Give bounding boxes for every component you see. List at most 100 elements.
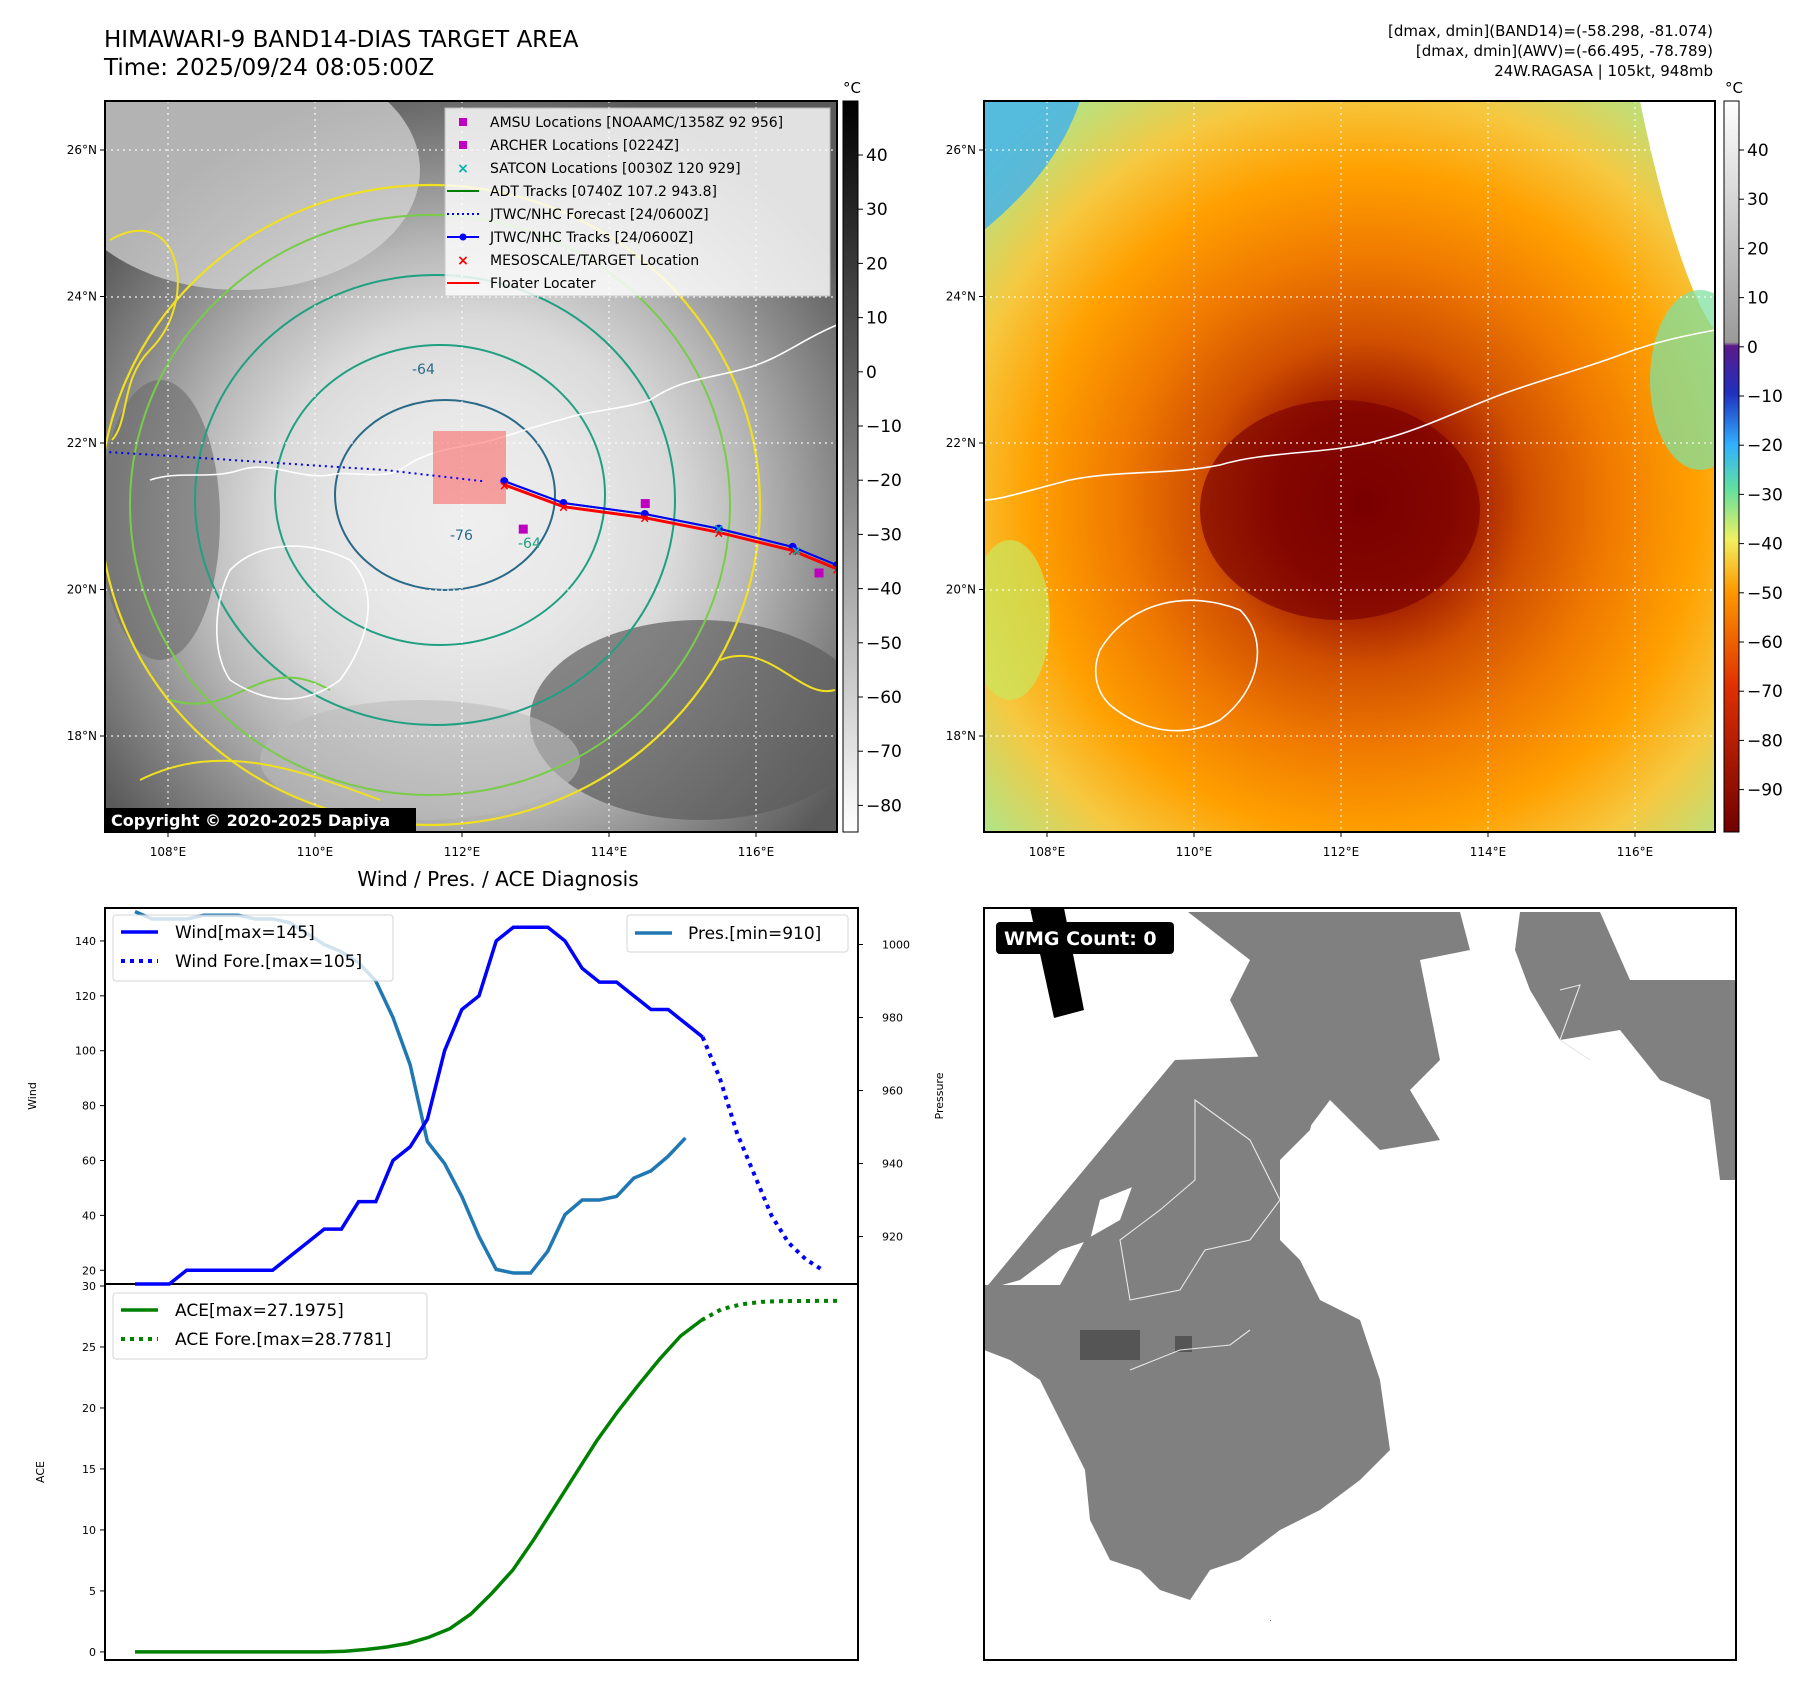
- x-tick-label: 114°E: [591, 845, 628, 859]
- colorbar-tick-label: −40: [866, 580, 902, 600]
- awv-moist-area: [1650, 290, 1715, 470]
- awv-colorbar-ticks: 40 30 20 10 0 −10 −20 −30 −40 −50 −60 −70 −80 −90: [1739, 141, 1783, 801]
- awv-gridlines: [984, 101, 1715, 832]
- target-location-marker: ×: [639, 512, 650, 527]
- contour-label-64: -64: [412, 362, 435, 378]
- colorbar-tick-label: −60: [866, 688, 902, 708]
- y-tick-label: 18°N: [67, 729, 97, 743]
- amsu-point: [640, 499, 650, 509]
- legend-entry-7: Floater Locater: [490, 276, 596, 292]
- contour-ring: [274, 344, 606, 646]
- legend-entry-6: MESOSCALE/TARGET Location: [490, 253, 699, 269]
- legend-entry-0: AMSU Locations [NOAAMC/1358Z 92 956]: [490, 115, 783, 131]
- amsu-point: [518, 524, 528, 534]
- wmg-contour: [1119, 1098, 1281, 1301]
- colorbar-tick-label: −60: [1747, 633, 1783, 653]
- dmax-band14: [dmax, dmin](BAND14)=(-58.298, -81.074): [1388, 22, 1713, 40]
- ir-cloud: [260, 700, 580, 820]
- ace-line: [135, 1318, 703, 1654]
- x-tick-label: 108°E: [1029, 845, 1066, 859]
- hainan-coastline: [216, 545, 369, 700]
- target-location-marker: ×: [499, 479, 510, 494]
- y-tick-label: 26°N: [67, 143, 97, 157]
- colorbar-tick-label: −50: [1747, 584, 1783, 604]
- legend-marker-square: [459, 141, 467, 149]
- ir-axis-ticks: 108°E 110°E 112°E 114°E 116°E 26°N 24°N 22°N 20°…: [67, 143, 775, 859]
- ace-frame: [104, 1283, 859, 1661]
- awv-axis-ticks: 108°E 110°E 112°E 114°E 116°E 26°N 24°N 22°N 20°…: [946, 143, 1654, 859]
- x-tick-label: 112°E: [444, 845, 481, 859]
- y-tick-label: 26°N: [946, 143, 976, 157]
- awv-frame: [983, 100, 1716, 833]
- colorbar-tick-label: 30: [866, 200, 888, 220]
- target-location-marker: ×: [832, 563, 843, 578]
- wind-tick-label: 60: [82, 1154, 96, 1167]
- legend-entry-1: ARCHER Locations [0224Z]: [490, 138, 679, 154]
- colorbar-tick-label: 40: [1747, 141, 1769, 161]
- awv-colorbar-unit: °C: [1725, 79, 1743, 97]
- colorbar-tick-label: −20: [1747, 436, 1783, 456]
- wind-forecast-legend-label: Wind Fore.[max=105]: [175, 952, 362, 972]
- wind-axis-label: Wind: [26, 1082, 39, 1110]
- awv-dry-area: [984, 101, 1080, 230]
- wmg-cloud-region: [984, 1165, 1390, 1600]
- ir-clear-area: [530, 620, 837, 820]
- pressure-legend-label: Pres.[min=910]: [688, 924, 821, 944]
- ace-forecast-line: [700, 1298, 842, 1322]
- contour-ring: [334, 399, 556, 591]
- wind-forecast-line: [700, 1036, 825, 1272]
- legend-marker-square: [459, 118, 467, 126]
- awv-core: [1200, 400, 1480, 620]
- legend-marker-x: ×: [457, 161, 469, 177]
- wind-tick-label: 80: [82, 1100, 96, 1113]
- colorbar-tick-label: 10: [1747, 289, 1769, 309]
- chart-time: Time: 2025/09/24 08:05:00Z: [104, 55, 435, 81]
- y-tick-label: 24°N: [67, 290, 97, 304]
- wind-tick-label: 120: [75, 990, 96, 1003]
- ace-legend-box: [112, 1292, 428, 1360]
- colorbar-tick-label: −70: [866, 742, 902, 762]
- awv-panel: 108°E 110°E 112°E 114°E 116°E26°N24°N22°N20°…: [946, 79, 1783, 859]
- pressure-tick-label: 980: [882, 1012, 903, 1025]
- wmg-contour: [1129, 1329, 1251, 1371]
- x-tick-label: 116°E: [738, 845, 775, 859]
- storm-info: 24W.RAGASA | 105kt, 948mb: [1494, 62, 1713, 80]
- y-tick-label: 20°N: [67, 583, 97, 597]
- legend-marker-x: ×: [457, 253, 469, 269]
- contour-line: [139, 759, 381, 801]
- wmg-cloud-region: [1188, 912, 1470, 1150]
- ace-tick-label: 20: [82, 1402, 96, 1415]
- y-tick-label: 20°N: [946, 583, 976, 597]
- colorbar-tick-label: 0: [866, 363, 877, 383]
- contour-ring: [129, 214, 731, 796]
- contour-ring: [194, 274, 676, 726]
- jtwc-track-point: [500, 477, 509, 486]
- wmg-count-text: WMG Count: 0: [1004, 928, 1157, 950]
- ace-plot: 0 5 10 15 20 25 30 ACE[max=27.1975] ACE Fore.[ma…: [82, 1280, 842, 1659]
- ace-tick-label: 5: [89, 1585, 96, 1598]
- ir-legend: [444, 107, 831, 297]
- colorbar-tick-label: −50: [866, 634, 902, 654]
- x-tick-label: 114°E: [1470, 845, 1507, 859]
- ace-forecast-legend-label: ACE Fore.[max=28.7781]: [175, 1330, 391, 1350]
- wmg-contour: [1559, 984, 1591, 1061]
- wmg-count-badge: [996, 922, 1174, 954]
- ace-legend-label: ACE[max=27.1975]: [175, 1301, 344, 1321]
- wind-tick-label: 40: [82, 1209, 96, 1222]
- colorbar-tick-label: −90: [1747, 781, 1783, 801]
- awv-colorbar: [1723, 100, 1740, 833]
- legend-entry-2: SATCON Locations [0030Z 120 929]: [490, 161, 741, 177]
- x-tick-label: 116°E: [1617, 845, 1654, 859]
- contour-label-76: -76: [450, 528, 473, 544]
- x-tick-label: 108°E: [150, 845, 187, 859]
- y-tick-label: 18°N: [946, 729, 976, 743]
- track-layer: ××××××××: [105, 450, 843, 578]
- diagnosis-title: Wind / Pres. / ACE Diagnosis: [357, 867, 638, 891]
- colorbar-tick-label: 30: [1747, 190, 1769, 210]
- colorbar-tick-label: 10: [866, 309, 888, 329]
- legend-entry-4: JTWC/NHC Forecast [24/0600Z]: [489, 207, 709, 223]
- pressure-tick-label: 920: [882, 1231, 903, 1244]
- ace-tick-label: 15: [82, 1463, 96, 1476]
- pressure-axis-label: Pressure: [933, 1072, 946, 1119]
